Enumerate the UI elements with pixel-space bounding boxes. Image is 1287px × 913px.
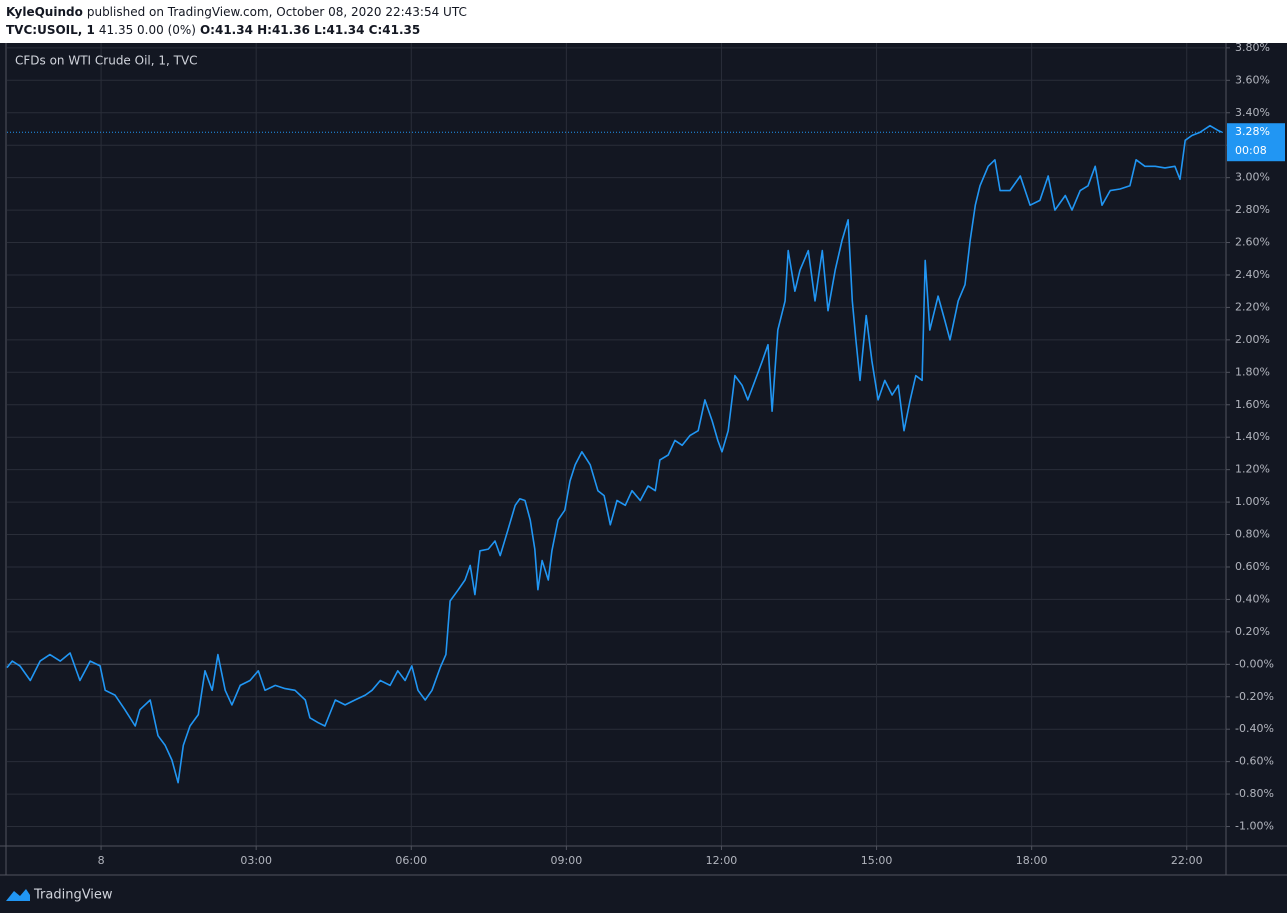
chart: CFDs on WTI Crude Oil, 1, TVC TradingVie… (0, 43, 1287, 913)
y-tick-label: -0.80% (1235, 787, 1274, 800)
header: KyleQuindo published on TradingView.com,… (0, 0, 1287, 43)
symbol: TVC:USOIL, 1 (6, 23, 95, 37)
y-tick-label: 1.00% (1235, 495, 1270, 508)
publisher: KyleQuindo (6, 5, 83, 19)
y-tick-label: 2.40% (1235, 268, 1270, 281)
y-tick-label: -0.60% (1235, 755, 1274, 768)
y-tick-label: 2.60% (1235, 236, 1270, 249)
quote: 41.35 0.00 (0%) (98, 23, 196, 37)
last-price-label: 3.28% (1235, 125, 1270, 138)
y-tick-label: -0.40% (1235, 722, 1274, 735)
y-tick-label: 2.00% (1235, 333, 1270, 346)
y-tick-label: 1.20% (1235, 463, 1270, 476)
countdown: 00:08 (1235, 144, 1267, 157)
y-tick-label: 3.00% (1235, 171, 1270, 184)
x-tick-label: 15:00 (861, 854, 893, 867)
y-tick-label: 0.40% (1235, 592, 1270, 605)
chart-title: CFDs on WTI Crude Oil, 1, TVC (15, 54, 198, 68)
y-tick-label: -0.00% (1235, 657, 1274, 670)
x-tick-label: 03:00 (240, 854, 272, 867)
y-tick-label: 1.60% (1235, 398, 1270, 411)
y-tick-label: 3.40% (1235, 106, 1270, 119)
x-tick-label: 12:00 (706, 854, 738, 867)
last-price-box (1227, 123, 1285, 162)
x-tick-label: 18:00 (1016, 854, 1048, 867)
y-tick-label: 3.60% (1235, 73, 1270, 86)
x-tick-label: 22:00 (1171, 854, 1203, 867)
x-tick-label: 09:00 (551, 854, 583, 867)
x-tick-label: 06:00 (395, 854, 427, 867)
y-tick-label: 0.60% (1235, 560, 1270, 573)
background (0, 43, 1287, 913)
grid (7, 43, 1225, 846)
y-tick-label: -1.00% (1235, 820, 1274, 833)
brand: TradingView (33, 888, 113, 903)
published: published on TradingView.com, October 08… (86, 5, 467, 19)
y-tick-label: 1.40% (1235, 430, 1270, 443)
y-tick-label: 0.80% (1235, 528, 1270, 541)
plot (6, 124, 1225, 784)
y-tick-label: 0.20% (1235, 625, 1270, 638)
x-tick-label: 8 (98, 854, 105, 867)
publish-line: KyleQuindo published on TradingView.com,… (6, 5, 467, 19)
y-tick-label: 2.20% (1235, 300, 1270, 313)
y-tick-label: 2.80% (1235, 203, 1270, 216)
y-tick-label: 3.80% (1235, 43, 1270, 54)
quote-line: TVC:USOIL, 1 41.35 0.00 (0%) O:41.34 H:4… (6, 23, 420, 37)
price-line (6, 124, 1223, 784)
y-tick-label: -0.20% (1235, 690, 1274, 703)
brand-logo (6, 889, 30, 901)
y-tick-label: 1.80% (1235, 365, 1270, 378)
ohlc: O:41.34 H:41.36 L:41.34 C:41.35 (199, 23, 421, 37)
